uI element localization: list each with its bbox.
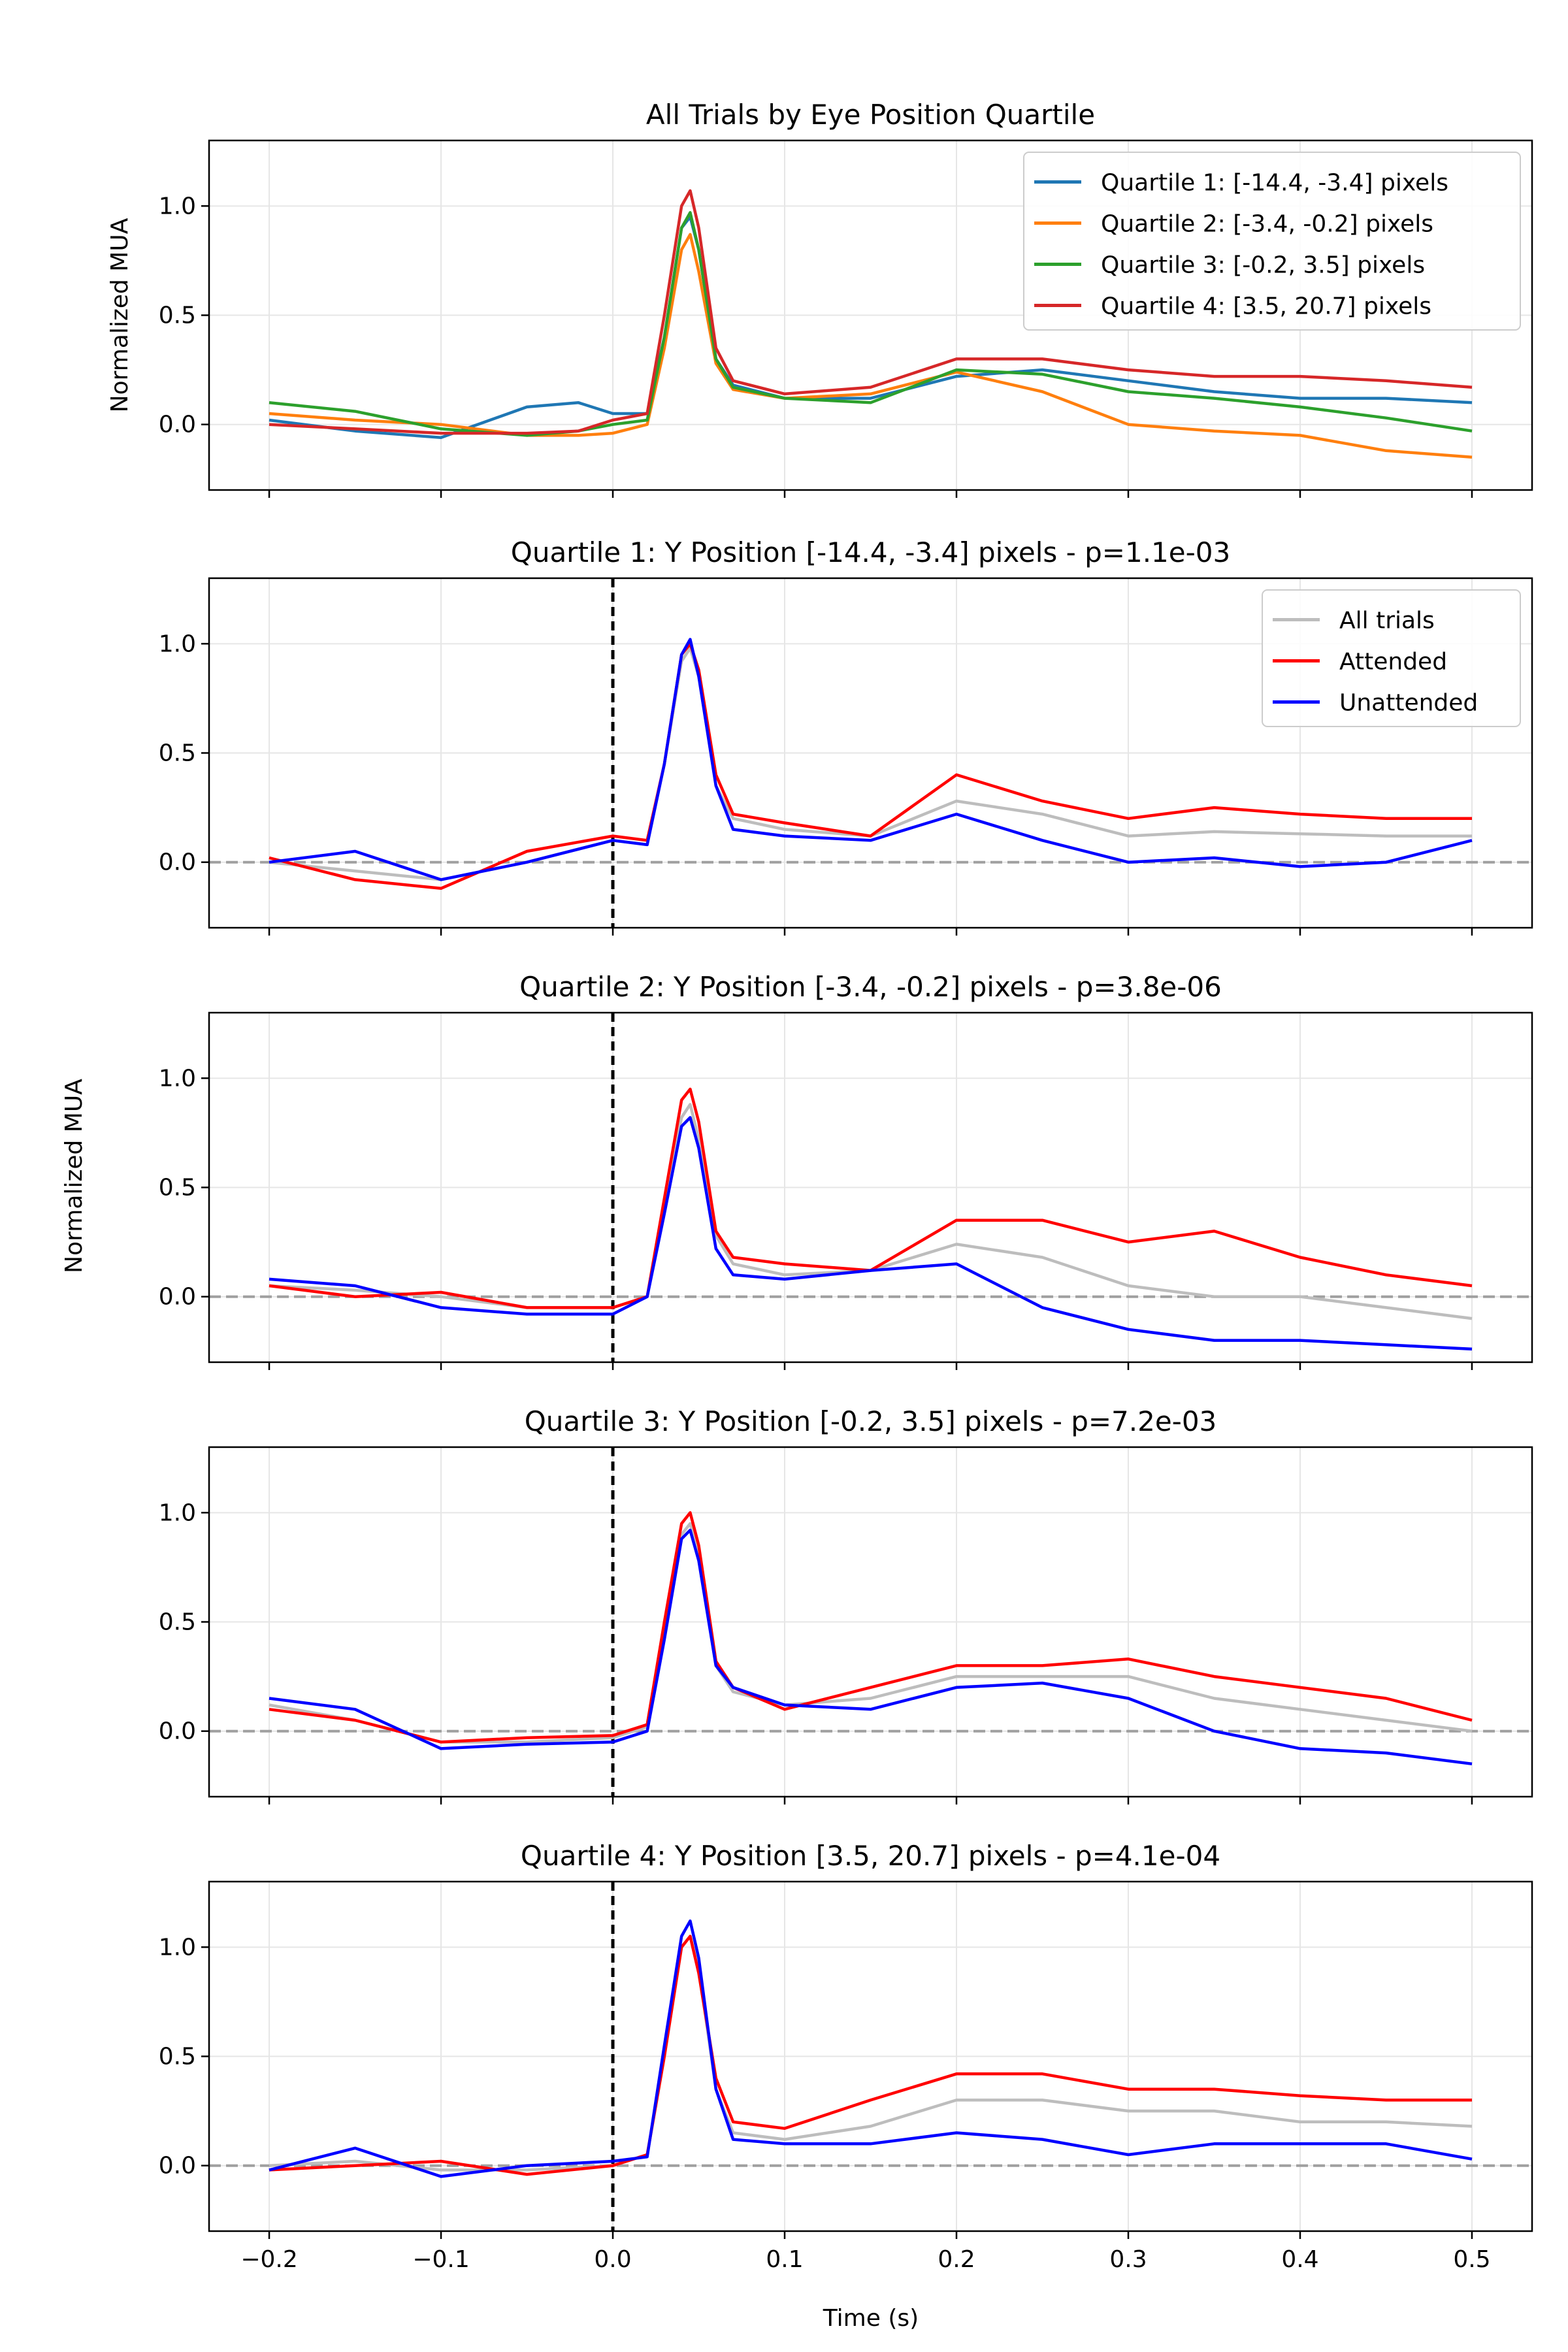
series-line-attended <box>269 1935 1472 2176</box>
series-group <box>269 1511 1473 1766</box>
panel-title: Quartile 1: Y Position [-14.4, -3.4] pix… <box>511 536 1230 568</box>
legend-label: Quartile 4: [3.5, 20.7] pixels <box>1101 293 1431 320</box>
series-line-all_trials <box>269 1935 1473 2172</box>
legend-label: Quartile 3: [-0.2, 3.5] pixels <box>1101 252 1425 279</box>
y-tick-label: 0.0 <box>159 2153 196 2180</box>
x-tick-label: 0.4 <box>1281 2246 1318 2273</box>
legend-label: Quartile 1: [-14.4, -3.4] pixels <box>1101 170 1448 197</box>
legend-label: Quartile 2: [-3.4, -0.2] pixels <box>1101 211 1433 238</box>
series-group <box>269 638 1473 890</box>
series-line-all_trials <box>269 1103 1473 1320</box>
series-line-unattended <box>269 1919 1473 2178</box>
legend-label: All trials <box>1339 608 1435 634</box>
series-line-attended <box>269 642 1472 890</box>
y-tick-label: 1.0 <box>159 1499 196 1526</box>
legend-box <box>1023 152 1521 331</box>
x-tick-label: 0.0 <box>594 2246 631 2273</box>
y-tick-label: 0.0 <box>159 412 196 438</box>
series-line-unattended <box>269 1116 1473 1351</box>
x-tick-label: 0.1 <box>766 2246 803 2273</box>
series-line-unattended <box>269 638 1473 881</box>
y-tick-label: 1.0 <box>159 630 196 657</box>
legend-label: Attended <box>1339 649 1447 676</box>
x-axis-label: Time (s) <box>823 2305 919 2332</box>
x-tick-label: 0.3 <box>1109 2246 1147 2273</box>
x-tick-label: −0.1 <box>412 2246 469 2273</box>
panels: 0.0 0.5 1.0 All Trials by Eye Position Quar… <box>106 99 1533 2273</box>
panel-title: Quartile 3: Y Position [-0.2, 3.5] pixel… <box>525 1405 1217 1437</box>
y-tick-label: 0.0 <box>159 1284 196 1311</box>
panel-title: Quartile 2: Y Position [-3.4, -0.2] pixe… <box>519 971 1222 1003</box>
y-tick-label: 1.0 <box>159 1934 196 1961</box>
y-tick-label: 1.0 <box>159 193 196 220</box>
shared-y-label: Normalized MUA <box>61 1079 88 1273</box>
y-tick-label: 1.0 <box>159 1065 196 1092</box>
series-line-q2 <box>269 233 1473 459</box>
y-tick-label: 0.5 <box>159 1609 196 1636</box>
series-group <box>269 189 1473 459</box>
y-tick-label: 0.5 <box>159 2044 196 2070</box>
panel-2: 0.0 0.5 1.0 Quartile 1: Y Position [-14.4, … <box>159 536 1533 936</box>
panel-5: −0.2 −0.1 0.0 0.1 0.2 0.3 0.4 0.5 0.0 0.5 1.0 Quart… <box>159 1840 1533 2273</box>
panel-title: All Trials by Eye Position Quartile <box>646 99 1095 131</box>
x-tick-label: 0.2 <box>938 2246 975 2273</box>
legend-label: Unattended <box>1339 690 1478 717</box>
y-tick-label: 0.5 <box>159 1175 196 1201</box>
panel-3: 0.0 0.5 1.0 Quartile 2: Y Position [-3.4, -… <box>159 971 1533 1370</box>
x-tick-label: −0.2 <box>240 2246 297 2273</box>
y-tick-label: 0.5 <box>159 740 196 767</box>
x-tick-label: 0.5 <box>1453 2246 1490 2273</box>
series-group <box>269 1087 1473 1351</box>
series-line-attended <box>269 1087 1473 1309</box>
panel-1: 0.0 0.5 1.0 All Trials by Eye Position Quar… <box>106 99 1533 498</box>
series-line-unattended <box>269 1528 1473 1766</box>
y-tick-label: 0.0 <box>159 849 196 876</box>
series-line-q4 <box>269 189 1473 435</box>
y-tick-label: 0.0 <box>159 1718 196 1745</box>
panel-title: Quartile 4: Y Position [3.5, 20.7] pixel… <box>521 1840 1220 1872</box>
y-axis-label: Normalized MUA <box>106 218 133 412</box>
panel-4: 0.0 0.5 1.0 Quartile 3: Y Position [-0.2, 3… <box>159 1405 1533 1805</box>
series-group <box>269 1919 1473 2178</box>
y-tick-label: 0.5 <box>159 302 196 329</box>
legend-box <box>1262 589 1521 727</box>
